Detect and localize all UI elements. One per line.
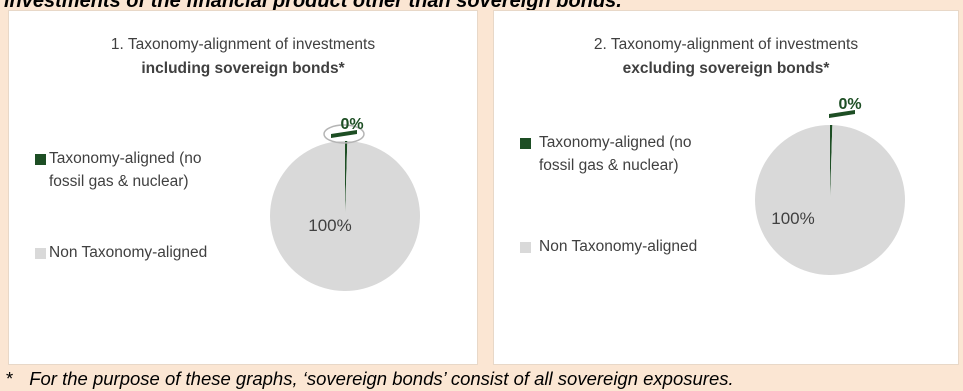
legend-swatch-aligned (520, 138, 531, 149)
legend-label-non-aligned: Non Taxonomy-aligned (539, 238, 698, 255)
pie-slice-non-aligned (755, 125, 905, 275)
header-text: investments of the financial product oth… (4, 0, 622, 12)
legend-swatch-non-aligned (35, 248, 46, 259)
chart-title: 1. Taxonomy-alignment of investments (110, 36, 376, 53)
legend-swatch-aligned (35, 154, 46, 165)
legend-label-aligned: Taxonomy-aligned (no fossil gas & nuclea… (539, 134, 692, 174)
data-label-aligned: 0% (838, 96, 861, 113)
footnote: * For the purpose of these graphs, ‘sover… (6, 368, 961, 390)
leader-line (331, 130, 357, 138)
selection-outline (323, 124, 365, 144)
pie-slice-non-aligned (270, 141, 420, 291)
leader-line (829, 110, 855, 118)
data-label-non-aligned: 100% (771, 209, 814, 228)
pie-slice-aligned (830, 125, 833, 200)
footnote-text: For the purpose of these graphs, ‘sovere… (29, 368, 734, 389)
legend-swatch-non-aligned (520, 242, 531, 253)
chart-panel-including-sovereign: 1. Taxonomy-alignment of investments inc… (8, 10, 478, 365)
chart-panel-excluding-sovereign: 2. Taxonomy-alignment of investments exc… (493, 10, 959, 365)
legend-label-aligned: Taxonomy-aligned (no fossil gas & nuclea… (49, 150, 202, 190)
chart-title: 2. Taxonomy-alignment of investments (593, 36, 859, 53)
chart-subtitle: excluding sovereign bonds* (622, 60, 830, 77)
legend-label-non-aligned: Non Taxonomy-aligned (49, 244, 208, 261)
data-label-non-aligned: 100% (308, 216, 351, 235)
pie-chart: 0% 100% (270, 116, 420, 291)
data-label-aligned: 0% (340, 116, 363, 133)
footnote-marker: * (6, 368, 14, 389)
pie-slice-aligned (345, 141, 348, 216)
chart-subtitle: including sovereign bonds* (141, 60, 345, 77)
pie-chart: 0% 100% (755, 96, 905, 275)
